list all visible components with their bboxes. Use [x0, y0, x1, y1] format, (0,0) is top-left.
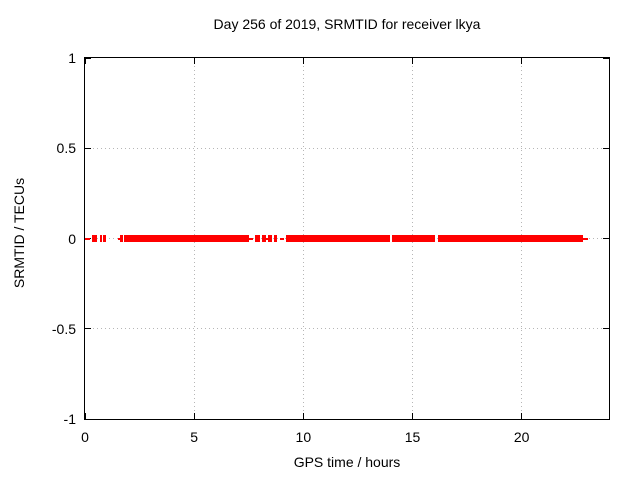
y-tick-label: 0.5: [56, 140, 76, 157]
data-marker-run: [268, 235, 273, 242]
x-tick-top: [193, 58, 195, 64]
data-marker-run: [91, 235, 98, 242]
data-marker-run: [391, 235, 436, 242]
data-line-segment: [248, 237, 254, 240]
data-line-segment: [266, 237, 269, 240]
x-tick-top: [521, 58, 523, 64]
y-tick-label: -0.5: [51, 320, 76, 337]
x-tick-label: 0: [81, 429, 89, 445]
y-tick-label: 1: [68, 50, 76, 66]
x-axis-title: GPS time / hours: [293, 454, 401, 470]
y-tick-right: [603, 418, 609, 420]
data-marker-run: [103, 235, 106, 242]
x-tick-label: 10: [295, 429, 312, 445]
x-tick-bottom: [84, 413, 86, 419]
y-axis-title: SRMTID / TECUs: [11, 177, 27, 289]
x-tick-bottom: [302, 413, 304, 419]
data-marker-run: [255, 235, 261, 242]
data-line-segment: [118, 237, 121, 240]
data-marker-run: [119, 235, 123, 242]
y-tick-left: [85, 57, 91, 59]
y-tick-left: [85, 147, 91, 149]
data-marker-run: [286, 235, 390, 242]
y-gridline: [85, 147, 609, 149]
y-tick-left: [85, 328, 91, 330]
x-tick-top: [84, 58, 86, 64]
data-line-segment: [85, 237, 91, 240]
data-marker-run: [273, 235, 278, 242]
data-marker-run: [262, 235, 267, 242]
data-line-segment: [582, 237, 588, 240]
x-tick-label: 20: [513, 429, 530, 445]
data-line-segment: [279, 237, 285, 240]
y-tick-right: [603, 238, 609, 239]
plot-area: [84, 57, 610, 420]
x-tick-bottom: [193, 413, 195, 419]
y-tick-label: 0: [68, 230, 76, 247]
x-tick-label: 5: [190, 429, 199, 445]
x-tick-top: [302, 58, 304, 64]
y-tick-right: [603, 57, 609, 59]
x-tick-label: 15: [404, 429, 421, 445]
y-tick-right: [603, 147, 609, 149]
x-tick-top: [412, 58, 413, 64]
data-marker-run: [438, 235, 583, 242]
data-marker-run: [123, 235, 249, 242]
y-gridline: [85, 328, 609, 330]
y-tick-left: [85, 418, 91, 420]
x-tick-bottom: [412, 413, 413, 419]
y-tick-right: [603, 328, 609, 330]
x-tick-bottom: [521, 413, 523, 419]
y-tick-label: -1: [63, 411, 76, 427]
chart-title: Day 256 of 2019, SRMTID for receiver lky…: [213, 16, 481, 32]
data-marker-run: [100, 235, 103, 242]
